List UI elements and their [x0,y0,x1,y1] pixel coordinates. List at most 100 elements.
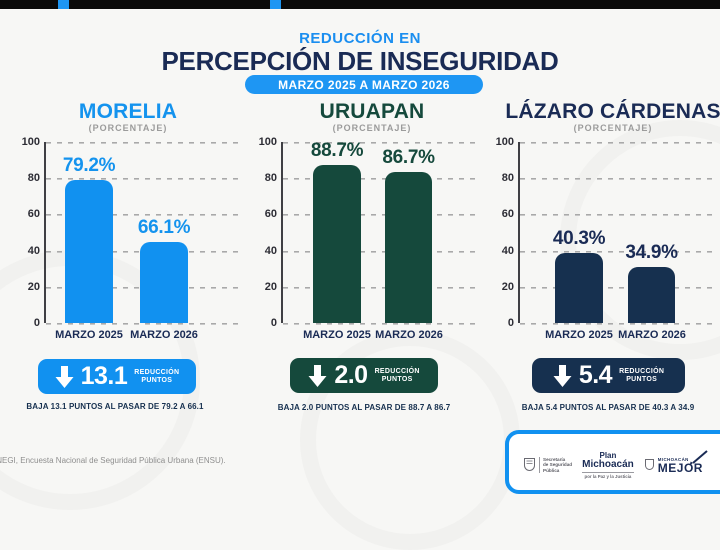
reduction-caption-lazaro-cardenas: BAJA 5.4 PUNTOS AL PASAR DE 40.3 A 34.9 [513,403,703,412]
mejor-top-line: MICHOACÁN [657,456,689,462]
reduction-banner-uruapan: 2.0 REDUCCIÓN PUNTOS [290,358,438,393]
y-tick-label: 80 [27,172,40,184]
y-tick-label: 0 [507,317,514,329]
y-tick-label: 40 [27,245,40,257]
reduction-label-line1: REDUCCIÓN [619,367,665,375]
gridline-60 [46,214,244,216]
y-axis-line [44,142,46,323]
bar-morelia-2025: 79.2% [63,155,115,323]
y-tick-label: 100 [21,136,40,148]
bar-value-label: 34.9% [625,242,678,263]
ssp-line1: Secretaría [543,456,566,462]
ssp-line3: Pública [543,467,560,473]
chart-subtitle-uruapan: (PORCENTAJE) [332,123,412,133]
plan-line3: por la Paz y la Justicia [582,471,634,479]
chart-subtitle-morelia: (PORCENTAJE) [88,123,168,133]
bar-morelia-2026: 66.1% [138,217,190,323]
x-category-label: MARZO 2025 [55,329,123,341]
chart-title-uruapan: URUAPAN [319,100,425,123]
plan-michoacan-logo: Plan Michoacán por la Paz y la Justicia [582,450,634,479]
gridline-0 [520,323,712,325]
caption-number: 5.4 [545,403,558,412]
source-note: INEGI, Encuesta Nacional de Seguridad Pú… [0,456,226,465]
plan-line1: Plan [599,450,617,460]
y-tick-label: 0 [33,317,40,329]
bar-value-label: 79.2% [62,155,116,176]
gridline-20 [520,287,712,289]
mejor-main-line: MEJOR [657,460,703,475]
bar-value-label: 40.3% [552,228,606,249]
chart-title-lazaro-cardenas: LÁZARO CÁRDENAS [505,100,720,123]
reduction-value: 13.1 [80,362,128,390]
bar-lazaro-2026: 34.9% [625,242,678,323]
reduction-label: REDUCCIÓN PUNTOS [375,368,420,384]
down-arrow-icon [55,365,74,388]
down-arrow-icon [308,364,327,387]
gridline-100 [46,142,244,144]
y-tick-label: 80 [264,172,277,184]
gridline-80 [283,178,475,180]
bar-value-label: 66.1% [137,217,191,238]
plan-line2: Michoacán [582,458,634,470]
ssp-crest-icon [524,458,535,471]
bar-lazaro-2025: 40.3% [553,228,605,323]
pencil-icon [689,449,708,465]
ssp-line2: de Seguridad [543,462,573,468]
gridline-60 [283,214,475,216]
gridline-80 [46,178,244,180]
y-axis-line [518,142,520,323]
reduction-banner-lazaro-cardenas: 5.4 REDUCCIÓN PUNTOS [532,358,685,393]
plot-area-morelia: 100 80 60 40 20 0 79.2% 66.1% MARZO 2025… [22,136,244,341]
logos-card: Secretaría de Seguridad Pública Plan Mic… [505,430,720,494]
plot-area-lazaro-cardenas: 100 80 60 40 20 0 40.3% 34.9% MARZO 2025… [496,136,712,341]
period-badge: MARZO 2025 A MARZO 2026 [245,75,483,94]
y-tick-label: 0 [270,317,277,329]
y-tick-label: 20 [501,281,514,293]
y-tick-label: 60 [501,208,514,220]
caption-rest: PUNTOS AL PASAR DE 79.2 A 66.1 [68,402,204,411]
ssp-logo-text: Secretaría de Seguridad Pública [539,456,573,474]
bar-value-label: 86.7% [382,147,435,168]
bar-value-label: 88.7% [310,140,364,161]
x-category-label: MARZO 2025 [545,329,613,341]
reduction-label-line2: PUNTOS [626,375,658,383]
gridline-40 [520,251,712,253]
reduction-label: REDUCCIÓN PUNTOS [619,368,664,384]
gridline-0 [46,323,244,325]
top-strip-blue-marker [58,0,69,9]
top-black-strip [0,0,720,9]
y-tick-label: 100 [258,136,277,148]
chart-title-morelia: MORELIA [78,100,178,123]
y-axis-line [281,142,283,323]
gridline-80 [520,178,712,180]
reduction-value: 5.4 [578,361,613,389]
y-tick-label: 60 [264,208,277,220]
x-category-label: MARZO 2025 [303,329,371,341]
reduction-label: REDUCCIÓN PUNTOS [134,369,179,385]
plot-area-uruapan: 100 80 60 40 20 0 88.7% 86.7% MARZO 2025… [259,136,475,341]
y-tick-label: 20 [27,281,40,293]
gridline-40 [283,251,475,253]
michoacan-mejor-logo: MICHOACÁN MEJOR [644,449,708,474]
y-tick-label: 20 [264,281,277,293]
reduction-label-line1: REDUCCIÓN [374,367,420,375]
y-tick-label: 40 [264,245,277,257]
caption-baja: BAJA [277,403,300,412]
caption-number: 2.0 [301,403,314,412]
caption-baja: BAJA [26,402,49,411]
mejor-logo-text: MICHOACÁN MEJOR [658,457,703,474]
reduction-label-line1: REDUCCIÓN [134,368,180,376]
gridline-100 [283,142,475,144]
header-kicker: REDUCCIÓN EN [299,30,421,47]
reduction-caption-uruapan: BAJA 2.0 PUNTOS AL PASAR DE 88.7 A 86.7 [269,403,459,412]
bar-uruapan-2026: 86.7% [382,147,435,323]
x-category-label: MARZO 2026 [375,329,443,341]
gridline-0 [283,323,475,325]
reduction-value: 2.0 [334,361,368,389]
caption-number: 13.1 [50,402,67,411]
ssp-logo: Secretaría de Seguridad Pública [523,456,573,474]
bar-uruapan-2025: 88.7% [311,140,363,323]
caption-baja: BAJA [521,403,544,412]
y-tick-label: 60 [27,208,40,220]
